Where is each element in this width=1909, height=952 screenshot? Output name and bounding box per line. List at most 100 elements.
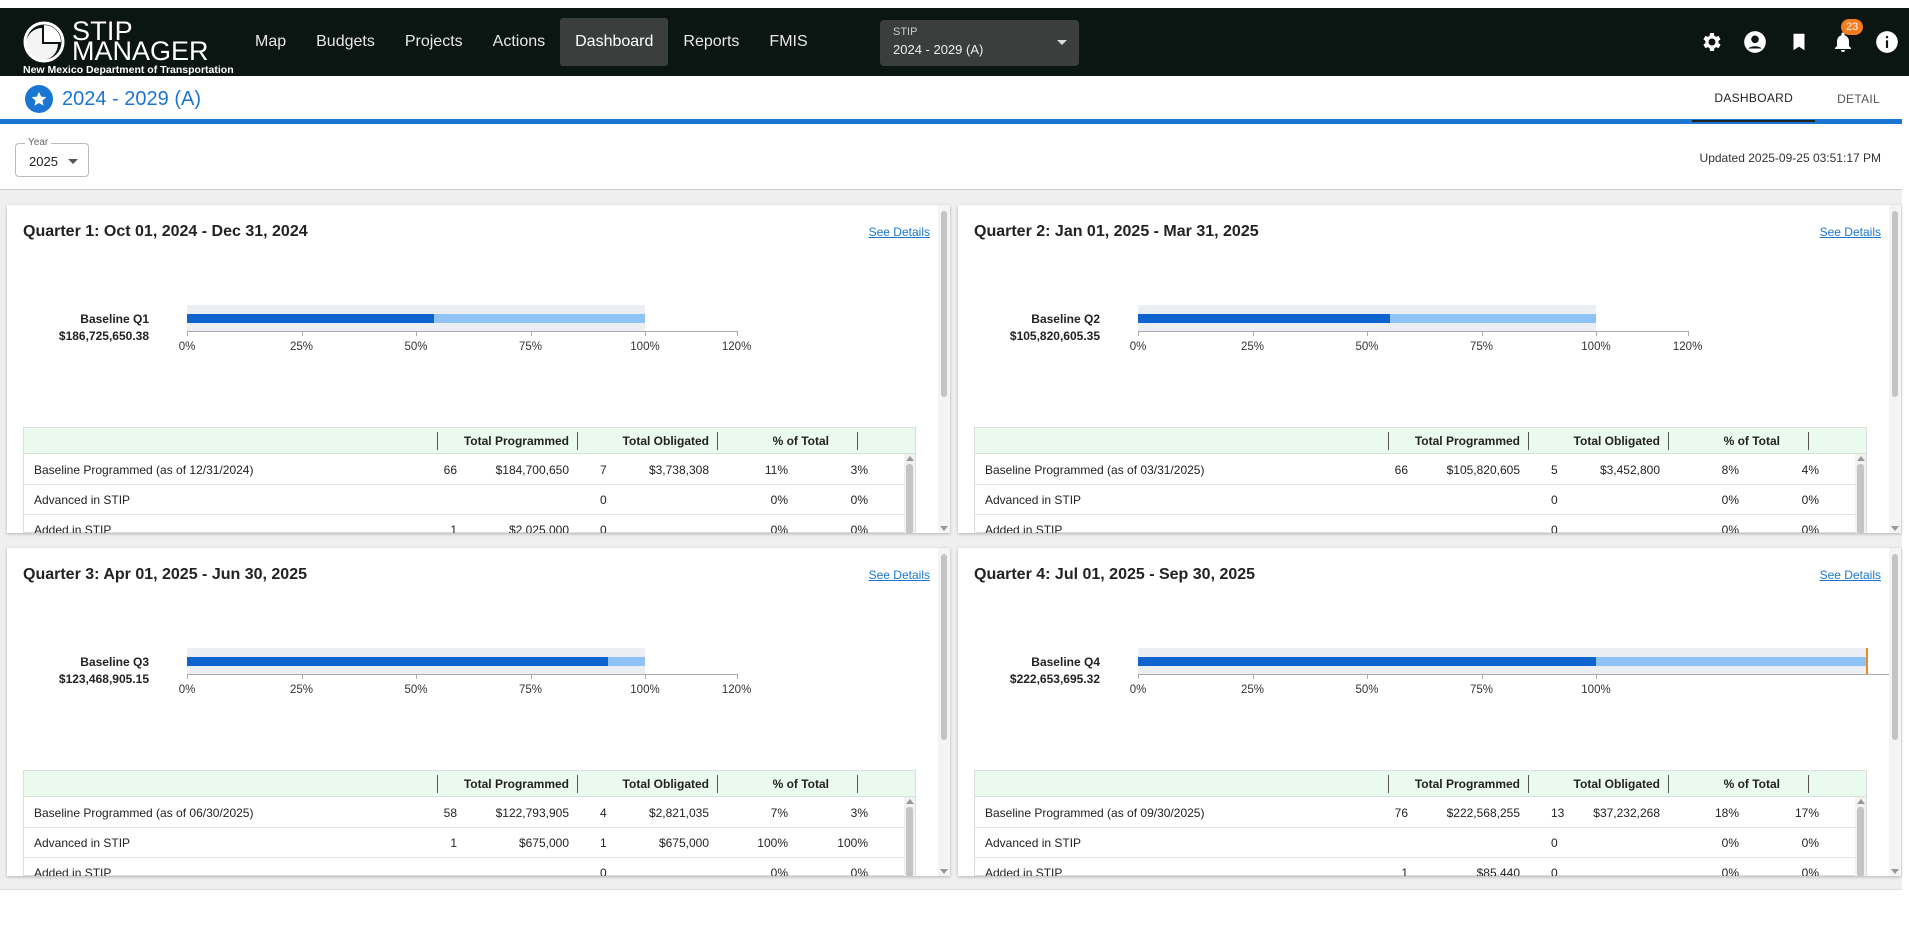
- scroll-thumb[interactable]: [906, 464, 913, 533]
- star-icon[interactable]: [25, 85, 53, 113]
- axis-tick-label: 25%: [1240, 341, 1265, 353]
- quarter-title: Quarter 2: Jan 01, 2025 - Mar 31, 2025: [974, 223, 1259, 240]
- baseline-amount: $123,468,905.15: [58, 672, 149, 686]
- axis-tick-label: 100%: [1581, 341, 1611, 353]
- header-total-programmed[interactable]: Total Programmed: [1414, 777, 1520, 791]
- scroll-thumb[interactable]: [941, 211, 947, 397]
- see-details-link[interactable]: See Details: [1819, 568, 1881, 582]
- card-scrollbar[interactable]: [1889, 205, 1901, 533]
- grid-scrollbar[interactable]: [904, 797, 915, 876]
- axis-tick-label: 50%: [404, 684, 428, 696]
- row-label: Advanced in STIP: [34, 493, 131, 507]
- baseline-label: Baseline Q3 $123,468,905.15: [23, 654, 149, 688]
- grid-scrollbar[interactable]: [904, 454, 915, 533]
- table-row[interactable]: Added in STIP 0 0% 0%: [975, 515, 1855, 533]
- obligated-amount: $3,452,800: [1599, 463, 1660, 477]
- table-row[interactable]: Baseline Programmed (as of 09/30/2025) 76…: [975, 798, 1855, 828]
- scroll-thumb[interactable]: [941, 554, 947, 740]
- table-row[interactable]: Added in STIP 0 0% 0%: [24, 858, 904, 876]
- view-tabs: DASHBOARD DETAIL: [1692, 76, 1902, 124]
- header-total-programmed[interactable]: Total Programmed: [463, 777, 569, 791]
- table-row[interactable]: Advanced in STIP 0 0% 0%: [24, 485, 904, 515]
- scroll-down-icon[interactable]: [1891, 526, 1899, 531]
- nav-budgets[interactable]: Budgets: [316, 33, 375, 50]
- gear-icon[interactable]: [1689, 28, 1733, 56]
- pct-of-total-2: 0%: [850, 866, 868, 876]
- nav-map[interactable]: Map: [255, 33, 287, 50]
- table-row[interactable]: Baseline Programmed (as of 06/30/2025) 58…: [24, 798, 904, 828]
- pct-of-total-1: 7%: [770, 806, 788, 820]
- see-details-link[interactable]: See Details: [868, 225, 930, 239]
- scroll-up-icon[interactable]: [1857, 799, 1865, 804]
- scroll-thumb[interactable]: [1892, 211, 1898, 397]
- pct-of-total-1: 0%: [1721, 523, 1739, 533]
- stip-select[interactable]: STIP 2024 - 2029 (A): [880, 20, 1079, 66]
- pct-of-total-2: 4%: [1801, 463, 1819, 477]
- grid-header: Total Programmed Total Obligated % of Tota…: [975, 771, 1866, 797]
- nav-fmis[interactable]: FMIS: [769, 33, 808, 50]
- year-select-value: 2025: [29, 154, 58, 169]
- axis-tick-label: 0%: [1129, 341, 1147, 353]
- header-total-programmed[interactable]: Total Programmed: [1414, 434, 1520, 448]
- header-total-obligated[interactable]: Total Obligated: [622, 434, 709, 448]
- year-select[interactable]: Year 2025: [15, 137, 89, 177]
- scroll-thumb[interactable]: [906, 807, 913, 876]
- grid-scrollbar[interactable]: [1855, 797, 1866, 876]
- scroll-up-icon[interactable]: [906, 456, 914, 461]
- table-row[interactable]: Advanced in STIP 0 0% 0%: [975, 485, 1855, 515]
- obligated-count: 1: [600, 836, 607, 850]
- table-row[interactable]: Added in STIP 1 $2,025,000 0 0% 0%: [24, 515, 904, 533]
- table-row[interactable]: Advanced in STIP 1 $675,000 1 $675,000 100% 10…: [24, 828, 904, 858]
- baseline-label: Baseline Q4 $222,653,695.32: [974, 654, 1100, 688]
- scroll-thumb[interactable]: [1857, 464, 1864, 533]
- table-row[interactable]: Baseline Programmed (as of 03/31/2025) 66…: [975, 455, 1855, 485]
- row-label: Baseline Programmed (as of 09/30/2025): [985, 806, 1205, 820]
- scroll-down-icon[interactable]: [940, 526, 948, 531]
- scroll-thumb[interactable]: [1892, 554, 1898, 740]
- bell-icon[interactable]: 23: [1821, 19, 1865, 56]
- axis-tick-label: 75%: [1469, 341, 1494, 353]
- pct-of-total-1: 11%: [764, 463, 788, 477]
- baseline-name: Baseline Q3: [80, 655, 149, 669]
- header-total-obligated[interactable]: Total Obligated: [622, 777, 709, 791]
- scroll-up-icon[interactable]: [906, 799, 914, 804]
- header-total-obligated[interactable]: Total Obligated: [1573, 777, 1660, 791]
- info-icon[interactable]: [1865, 28, 1909, 56]
- nav-projects[interactable]: Projects: [404, 33, 463, 50]
- obligated-count: 0: [600, 523, 607, 533]
- card-scrollbar[interactable]: [1889, 548, 1901, 876]
- axis-line: [1138, 331, 1688, 332]
- header-pct-of-total[interactable]: % of Total: [772, 434, 829, 448]
- obligated-amount: $675,000: [658, 836, 709, 850]
- see-details-link[interactable]: See Details: [1819, 225, 1881, 239]
- see-details-link[interactable]: See Details: [868, 568, 930, 582]
- header-pct-of-total[interactable]: % of Total: [1723, 777, 1780, 791]
- programmed-amount: $675,000: [518, 836, 569, 850]
- table-row[interactable]: Advanced in STIP 0 0% 0%: [975, 828, 1855, 858]
- column-separator: [437, 432, 438, 450]
- scroll-thumb[interactable]: [1857, 807, 1864, 876]
- nav-actions[interactable]: Actions: [492, 33, 546, 50]
- nav-reports[interactable]: Reports: [683, 33, 740, 50]
- programmed-amount: $122,793,905: [495, 806, 569, 820]
- table-row[interactable]: Baseline Programmed (as of 12/31/2024) 66…: [24, 455, 904, 485]
- app-logo[interactable]: STIP MANAGER New Mexico Department of Tr…: [22, 14, 234, 77]
- programmed-amount: $85,440: [1476, 866, 1520, 876]
- scroll-up-icon[interactable]: [1857, 456, 1865, 461]
- header-total-obligated[interactable]: Total Obligated: [1573, 434, 1660, 448]
- scroll-down-icon[interactable]: [1891, 869, 1899, 874]
- nav-dashboard[interactable]: Dashboard: [560, 18, 669, 66]
- scroll-down-icon[interactable]: [940, 869, 948, 874]
- header-pct-of-total[interactable]: % of Total: [772, 777, 829, 791]
- account-icon[interactable]: [1733, 28, 1777, 56]
- bookmark-icon[interactable]: [1777, 28, 1821, 56]
- grid-scrollbar[interactable]: [1855, 454, 1866, 533]
- header-pct-of-total[interactable]: % of Total: [1723, 434, 1780, 448]
- pct-of-total-1: 0%: [1721, 866, 1739, 876]
- tab-detail[interactable]: DETAIL: [1837, 92, 1880, 106]
- tab-dashboard[interactable]: DASHBOARD: [1692, 76, 1816, 122]
- card-scrollbar[interactable]: [938, 548, 950, 876]
- table-row[interactable]: Added in STIP 1 $85,440 0 0% 0%: [975, 858, 1855, 876]
- card-scrollbar[interactable]: [938, 205, 950, 533]
- header-total-programmed[interactable]: Total Programmed: [463, 434, 569, 448]
